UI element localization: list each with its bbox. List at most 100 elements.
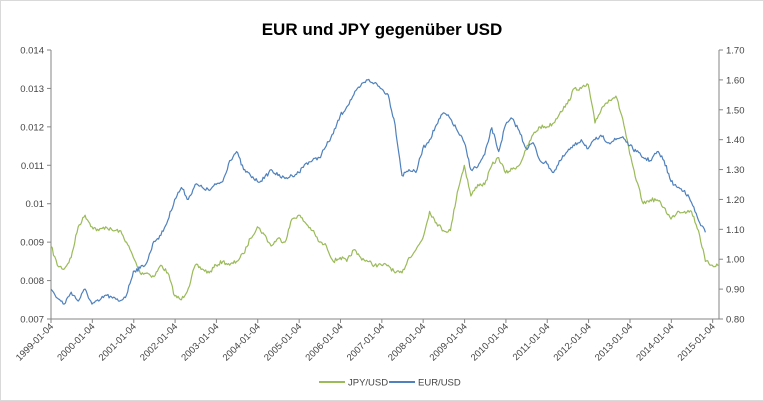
data-point-eur-usd xyxy=(319,157,320,158)
data-point-jpy-usd xyxy=(160,265,161,266)
x-tick-label: 2004-01-04 xyxy=(221,321,263,363)
data-point-jpy-usd xyxy=(505,172,506,173)
data-point-jpy-usd xyxy=(574,88,575,89)
data-point-jpy-usd xyxy=(457,192,458,193)
data-point-jpy-usd xyxy=(594,122,595,123)
data-point-eur-usd xyxy=(78,301,79,302)
data-point-jpy-usd xyxy=(257,226,258,227)
data-point-eur-usd xyxy=(677,187,678,188)
y-right-tick-label: 1.20 xyxy=(726,195,745,206)
data-point-eur-usd xyxy=(443,112,444,113)
data-point-eur-usd xyxy=(57,298,58,299)
data-point-jpy-usd xyxy=(353,249,354,250)
data-point-eur-usd xyxy=(608,142,609,143)
data-point-jpy-usd xyxy=(608,99,609,100)
data-point-jpy-usd xyxy=(601,107,602,108)
data-point-eur-usd xyxy=(512,118,513,119)
data-point-jpy-usd xyxy=(512,169,513,170)
data-point-jpy-usd xyxy=(588,84,589,85)
data-point-eur-usd xyxy=(71,292,72,293)
data-point-jpy-usd xyxy=(429,211,430,212)
data-point-jpy-usd xyxy=(140,272,141,273)
y-right-tick-label: 1.00 xyxy=(726,255,745,266)
data-point-eur-usd xyxy=(560,160,561,161)
data-point-eur-usd xyxy=(519,130,520,131)
data-point-eur-usd xyxy=(133,271,134,272)
series-layer xyxy=(50,78,720,305)
data-point-eur-usd xyxy=(181,187,182,188)
data-point-jpy-usd xyxy=(677,211,678,212)
data-point-jpy-usd xyxy=(264,234,265,235)
data-point-jpy-usd xyxy=(167,272,168,273)
data-point-jpy-usd xyxy=(546,126,547,127)
data-point-eur-usd xyxy=(408,169,409,170)
data-point-jpy-usd xyxy=(381,265,382,266)
data-point-eur-usd xyxy=(229,160,230,161)
data-point-eur-usd xyxy=(360,85,361,86)
data-point-eur-usd xyxy=(271,169,272,170)
x-tick-label: 2009-01-04 xyxy=(428,321,470,363)
data-point-jpy-usd xyxy=(91,226,92,227)
data-point-jpy-usd xyxy=(567,103,568,104)
y-left-tick-label: 0.013 xyxy=(20,84,44,95)
data-point-jpy-usd xyxy=(284,242,285,243)
data-point-jpy-usd xyxy=(443,230,444,231)
data-point-eur-usd xyxy=(91,304,92,305)
data-point-jpy-usd xyxy=(401,272,402,273)
data-point-eur-usd xyxy=(119,301,120,302)
data-point-eur-usd xyxy=(657,151,658,152)
data-point-eur-usd xyxy=(450,118,451,119)
x-tick-label: 2005-01-04 xyxy=(262,321,304,363)
data-point-jpy-usd xyxy=(291,219,292,220)
data-point-eur-usd xyxy=(574,145,575,146)
data-point-jpy-usd xyxy=(464,165,465,166)
data-point-eur-usd xyxy=(333,133,334,134)
data-point-jpy-usd xyxy=(374,265,375,266)
data-point-eur-usd xyxy=(422,148,423,149)
data-point-eur-usd xyxy=(216,184,217,185)
data-point-jpy-usd xyxy=(105,226,106,227)
x-tick-label: 2008-01-04 xyxy=(386,321,428,363)
data-point-jpy-usd xyxy=(243,253,244,254)
data-point-jpy-usd xyxy=(319,242,320,243)
data-point-jpy-usd xyxy=(146,272,147,273)
data-point-jpy-usd xyxy=(326,245,327,246)
data-point-eur-usd xyxy=(374,82,375,83)
data-point-jpy-usd xyxy=(229,265,230,266)
data-point-jpy-usd xyxy=(712,265,713,266)
data-point-jpy-usd xyxy=(657,199,658,200)
y-right-tick-label: 1.40 xyxy=(726,135,745,146)
x-tick-label: 2006-01-04 xyxy=(303,321,345,363)
data-point-jpy-usd xyxy=(629,153,630,154)
y-left-tick-label: 0.014 xyxy=(20,46,44,57)
data-point-eur-usd xyxy=(50,289,51,290)
data-point-jpy-usd xyxy=(422,238,423,239)
data-point-jpy-usd xyxy=(664,207,665,208)
data-point-eur-usd xyxy=(312,160,313,161)
data-point-eur-usd xyxy=(546,163,547,164)
y-right-tick-label: 1.60 xyxy=(726,75,745,86)
data-point-jpy-usd xyxy=(71,257,72,258)
data-point-jpy-usd xyxy=(360,257,361,258)
data-point-eur-usd xyxy=(601,136,602,137)
data-point-jpy-usd xyxy=(636,180,637,181)
legend-label-jpy-usd: JPY/USD xyxy=(348,378,388,389)
x-tick-label: 2003-01-04 xyxy=(179,321,221,363)
data-point-eur-usd xyxy=(643,157,644,158)
data-point-eur-usd xyxy=(664,160,665,161)
x-tick-label: 2007-01-04 xyxy=(345,321,387,363)
data-point-eur-usd xyxy=(581,139,582,140)
data-point-jpy-usd xyxy=(705,261,706,262)
data-point-eur-usd xyxy=(257,181,258,182)
chart-legend: JPY/USD EUR/USD xyxy=(319,378,461,389)
data-point-eur-usd xyxy=(615,139,616,140)
data-point-eur-usd xyxy=(553,172,554,173)
data-point-jpy-usd xyxy=(153,276,154,277)
data-point-eur-usd xyxy=(243,169,244,170)
data-point-eur-usd xyxy=(64,304,65,305)
data-point-jpy-usd xyxy=(450,230,451,231)
y-right-tick-label: 1.50 xyxy=(726,105,745,116)
data-point-eur-usd xyxy=(526,148,527,149)
data-point-eur-usd xyxy=(250,175,251,176)
y-left-tick-label: 0.01 xyxy=(26,199,45,210)
